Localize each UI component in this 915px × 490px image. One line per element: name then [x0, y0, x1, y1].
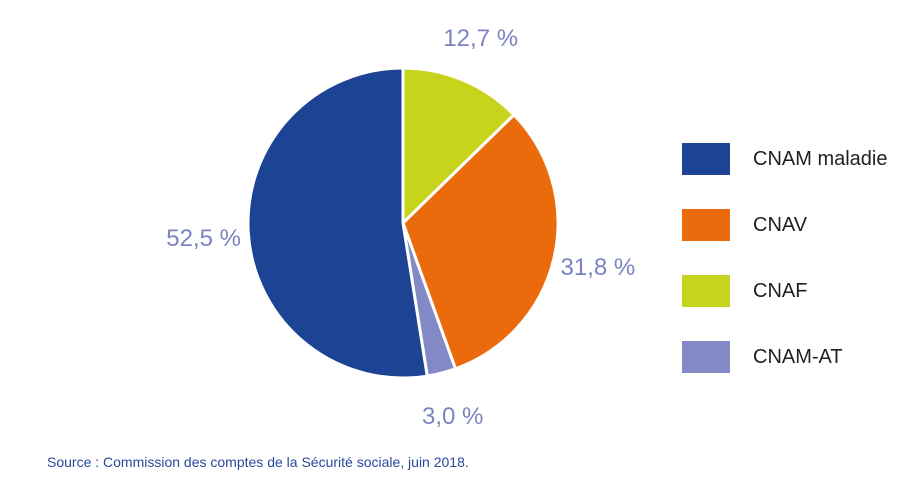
legend-swatch — [682, 341, 730, 373]
legend-label: CNAM-AT — [753, 345, 843, 368]
pie-slice-cnaf — [401, 66, 516, 225]
legend-label: CNAV — [753, 213, 808, 236]
slice-value-label: 3,0 % — [422, 402, 484, 430]
legend: CNAM maladie CNAV CNAF CNAM-AT — [682, 142, 887, 406]
legend-label: CNAF — [753, 279, 808, 302]
pie-slice-cnav — [401, 113, 560, 371]
legend-swatch — [682, 209, 730, 241]
legend-swatch — [682, 143, 730, 175]
legend-swatch — [682, 275, 730, 307]
pie-slice-cnam-maladie — [246, 66, 429, 380]
legend-label: CNAM maladie — [753, 147, 888, 170]
legend-item-cnam-maladie: CNAM maladie — [682, 142, 887, 176]
legend-item-cnam-at: CNAM-AT — [682, 340, 887, 374]
slice-value-label: 31,8 % — [560, 253, 636, 281]
legend-item-cnav: CNAV — [682, 208, 887, 242]
slice-value-label: 12,7 % — [443, 24, 519, 52]
legend-item-cnaf: CNAF — [682, 274, 887, 308]
slice-value-label: 52,5 % — [166, 224, 241, 252]
source-note: Source : Commission des comptes de la Sé… — [47, 454, 469, 470]
